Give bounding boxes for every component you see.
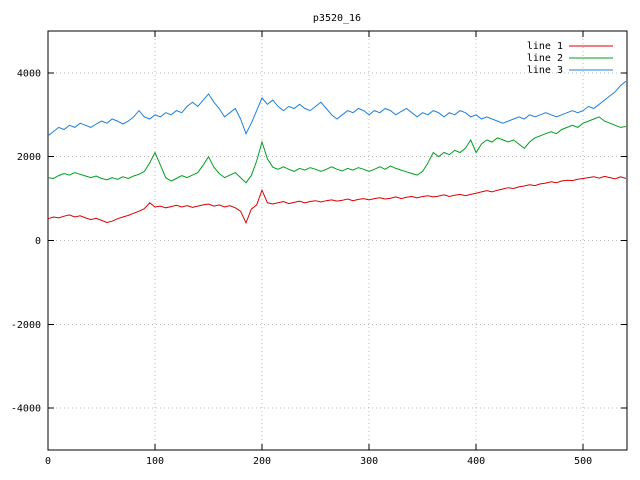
x-tick-label: 0 [45,456,51,467]
x-tick-label: 500 [574,456,592,467]
series-1-line [47,175,627,225]
y-tick-label: -4000 [11,404,41,415]
series-3-line [47,80,627,137]
x-tick-label: 100 [146,456,164,467]
chart-title: p3520_16 [313,13,361,24]
y-tick-label: 2000 [17,152,41,163]
x-tick-label: 400 [467,456,485,467]
y-tick-label: 4000 [17,68,41,79]
x-tick-label: 200 [253,456,271,467]
x-tick-label: 300 [360,456,378,467]
legend-label-1: line 1 [527,41,563,52]
y-tick-label: -2000 [11,320,41,331]
legend-label-2: line 2 [527,53,563,64]
y-tick-label: 0 [35,236,41,247]
series-2-line [47,116,626,184]
legend-label-3: line 3 [527,65,563,76]
